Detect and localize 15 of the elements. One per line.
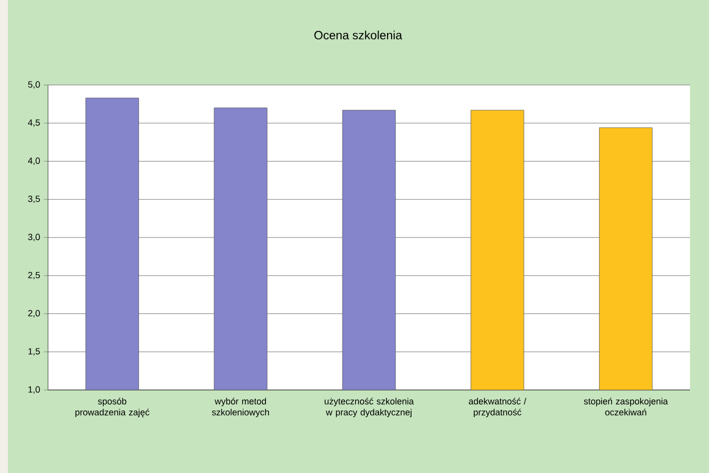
x-tick-label: stopień zaspokojenia oczekiwań xyxy=(584,398,668,416)
y-tick-label: 1,5 xyxy=(28,348,40,356)
y-tick-label: 1,0 xyxy=(28,386,40,394)
x-tick-label: wybór metod szkoleniowych xyxy=(212,398,269,418)
y-tick-label: 5,0 xyxy=(28,81,40,89)
y-tick-label: 2,0 xyxy=(28,310,40,318)
x-tick-label: sposób prowadzenia zajęć xyxy=(75,398,150,418)
y-tick-label: 3,5 xyxy=(28,196,40,204)
y-tick-label: 3,0 xyxy=(28,234,40,242)
y-tick-label: 4,5 xyxy=(28,119,40,127)
y-tick-label: 2,5 xyxy=(28,272,40,280)
x-tick-label: adekwatność / przydatność xyxy=(468,398,526,418)
chart-title: Ocena szkolenia xyxy=(314,30,402,40)
y-tick-label: 4,0 xyxy=(28,158,40,165)
x-tick-label: użyteczność szkolenia w pracy dydaktycznej xyxy=(324,398,414,418)
